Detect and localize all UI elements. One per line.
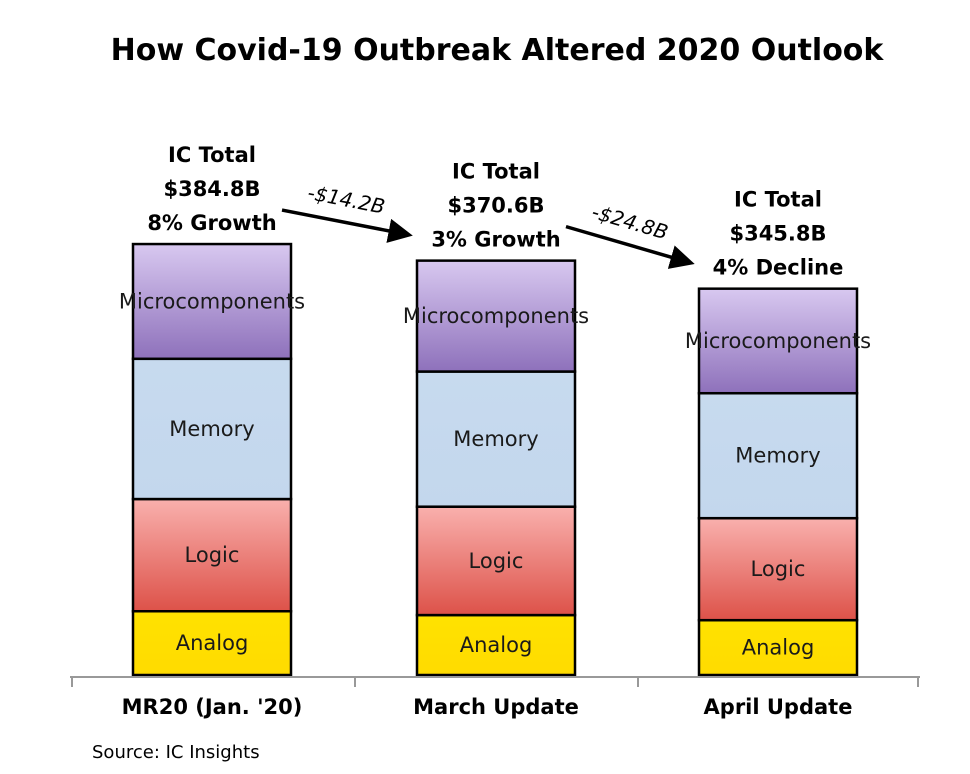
bar-segment-analog	[697, 618, 859, 677]
source-note: Source: IC Insights	[92, 742, 260, 763]
segment-label: Logic	[751, 557, 806, 581]
bar-segment-logic	[697, 516, 859, 622]
segment-label: Memory	[453, 427, 538, 451]
change-label: -$14.2B	[306, 180, 387, 219]
bar-segment-memory	[415, 370, 577, 508]
change-arrow	[565, 224, 695, 269]
bar-segment-microcomponents	[415, 259, 577, 373]
segment-label: Microcomponents	[403, 304, 589, 328]
bar-segment-logic	[131, 497, 293, 613]
bar-segment-analog	[131, 610, 293, 677]
segment-label: Microcomponents	[119, 289, 305, 313]
chart-title: How Covid-19 Outbreak Altered 2020 Outlo…	[111, 33, 885, 68]
bar-segment-memory	[697, 391, 859, 520]
segment-label: Memory	[169, 417, 254, 441]
total-label: IC Total	[452, 160, 540, 184]
category-label: MR20 (Jan. '20)	[122, 695, 303, 719]
bar-segment-microcomponents	[131, 242, 293, 361]
total-label: $345.8B	[729, 222, 826, 246]
total-label: 3% Growth	[431, 228, 560, 252]
total-label: IC Total	[734, 188, 822, 212]
segment-label: Memory	[735, 444, 820, 468]
bar-segment-analog	[415, 613, 577, 677]
total-label: 4% Decline	[713, 256, 844, 280]
total-label: 8% Growth	[147, 211, 276, 235]
segment-label: Logic	[185, 543, 240, 567]
segment-label: Analog	[176, 631, 249, 655]
totals-group: IC Total $384.8B 8% Growth IC Total $370.6B 3…	[147, 143, 843, 280]
total-label: IC Total	[168, 143, 256, 167]
segment-label: Analog	[742, 636, 815, 660]
bar-segment-logic	[415, 505, 577, 617]
x-axis	[70, 676, 920, 687]
segment-label: Logic	[469, 549, 524, 573]
segment-label: Microcomponents	[685, 329, 871, 353]
bar-segment-microcomponents	[697, 287, 859, 395]
category-label: April Update	[704, 695, 853, 719]
total-label: $370.6B	[447, 194, 544, 218]
segment-label: Analog	[460, 633, 533, 657]
total-label: $384.8B	[163, 177, 260, 201]
change-arrow	[281, 208, 413, 243]
bars-group: Analog Logic Memory Microcomponents Analog Lo…	[119, 242, 871, 677]
category-label: March Update	[413, 695, 579, 719]
category-labels-group: MR20 (Jan. '20) March Update April Update	[122, 695, 853, 719]
